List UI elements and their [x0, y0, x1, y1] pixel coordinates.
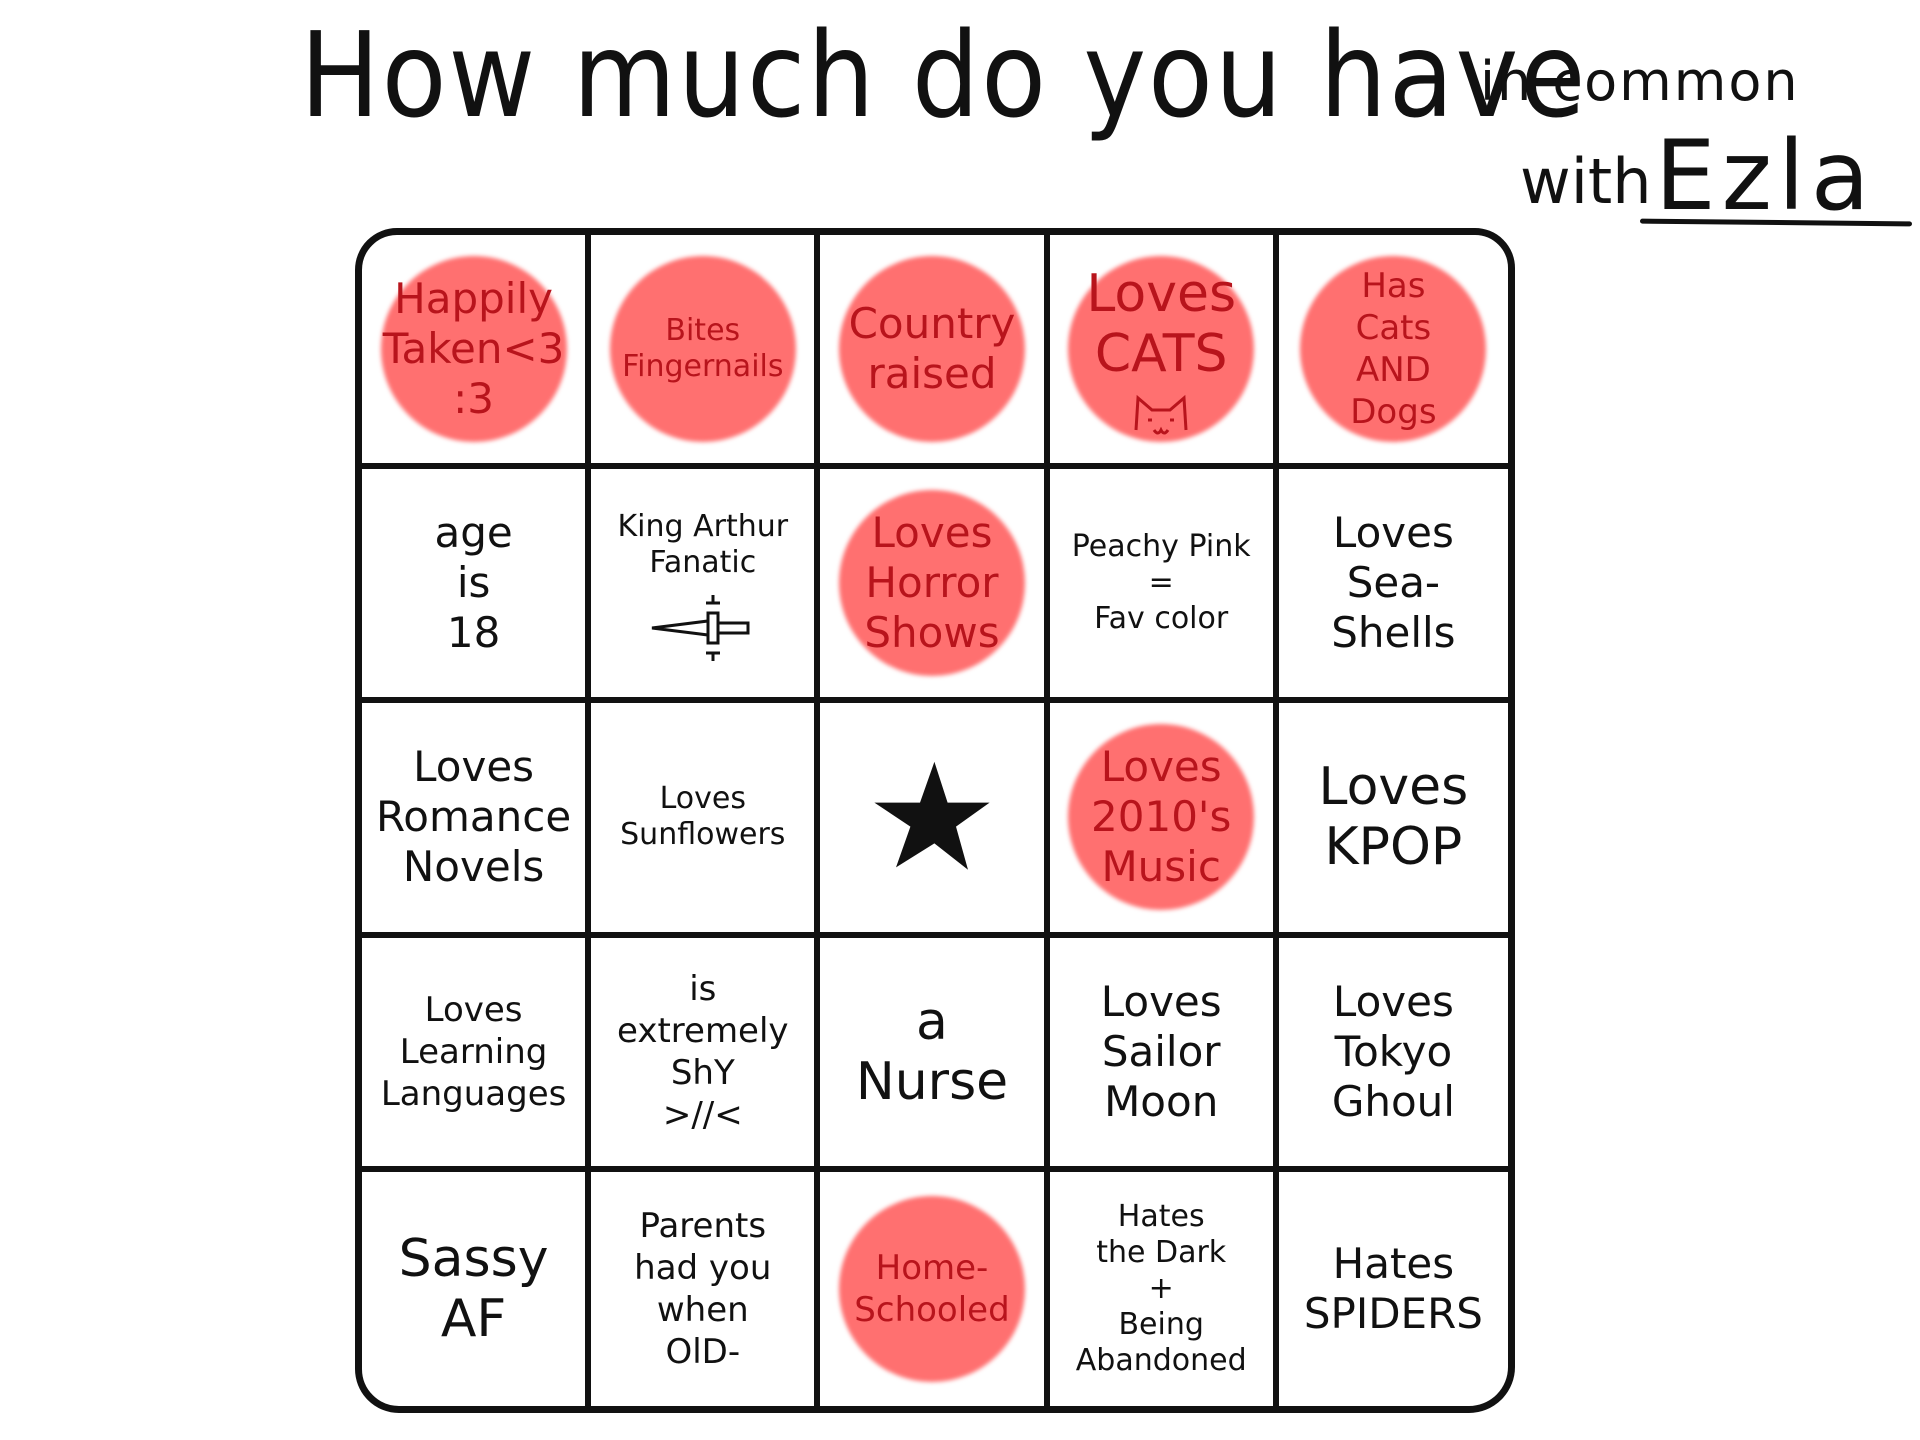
bingo-cell: Loves Romance Novels — [362, 703, 592, 938]
bingo-cell-content: Hates the Dark + Being Abandoned — [1068, 1193, 1255, 1385]
bingo-cell: Hates the Dark + Being Abandoned — [1050, 1171, 1279, 1406]
bingo-cell: Loves CATS — [1049, 235, 1279, 470]
marked-circle — [609, 256, 796, 443]
bingo-cell-label: Loves Romance Novels — [375, 742, 572, 892]
bingo-cell-label: Loves Horror Shows — [864, 508, 1000, 658]
bingo-board: Happily Taken<3 :3 Bites Fingernails Count… — [355, 228, 1515, 1413]
bingo-cell-content: Hates SPIDERS — [1296, 1233, 1491, 1345]
title-with-word: with — [1520, 145, 1652, 218]
bingo-cell: a Nurse — [820, 937, 1050, 1172]
bingo-cell-content: Has Cats AND Dogs — [1342, 259, 1444, 439]
bingo-cell: King Arthur Fanatic — [591, 469, 821, 704]
bingo-cell-content: Loves KPOP — [1311, 751, 1477, 883]
bingo-cell-content: age is 18 — [426, 502, 520, 664]
bingo-cell-label: Hates SPIDERS — [1303, 1238, 1483, 1338]
bingo-cell: Loves Learning Languages — [362, 937, 592, 1172]
bingo-cell-content: Loves CATS — [1078, 258, 1244, 440]
marked-circle — [838, 256, 1025, 443]
bingo-cell-content: Loves Sea- Shells — [1323, 502, 1463, 664]
page-title-suffix: in common — [1480, 50, 1800, 113]
bingo-cell: Country raised — [820, 235, 1050, 470]
bingo-cell-content: Peachy Pink = Fav color — [1064, 523, 1259, 643]
bingo-cell-label: Loves KPOP — [1318, 757, 1469, 878]
bingo-cell: Loves Sea- Shells — [1278, 469, 1508, 704]
bingo-cell-label: Loves 2010's Music — [1091, 742, 1232, 892]
bingo-cell-content: Sassy AF — [391, 1223, 557, 1355]
bingo-cell: Loves Sunflowers — [591, 703, 821, 938]
bingo-cell-content: Happily Taken<3 :3 — [375, 268, 573, 430]
bingo-cell-label: Loves Tokyo Ghoul — [1331, 976, 1455, 1126]
bingo-cell-label: Loves Sea- Shells — [1331, 508, 1456, 658]
marked-circle — [380, 256, 567, 443]
bingo-cell-content: Loves Sunflowers — [612, 775, 793, 859]
marked-circle — [838, 490, 1025, 677]
star-icon — [874, 762, 990, 871]
bingo-cell-content: Loves Horror Shows — [856, 502, 1007, 664]
bingo-cell-content: is extremely ShY >//< — [609, 962, 797, 1142]
bingo-cell: Home- Schooled — [820, 1171, 1050, 1406]
bingo-cell-content: Parents had you when OlD- — [626, 1199, 779, 1379]
bingo-cell: Has Cats AND Dogs — [1278, 235, 1508, 470]
marked-circle — [1068, 724, 1255, 911]
title-with-row: with Ezla — [1520, 120, 1920, 232]
bingo-cell: is extremely ShY >//< — [591, 937, 821, 1172]
bingo-cell: Loves Tokyo Ghoul — [1278, 938, 1508, 1172]
page-title: How much do you have — [300, 6, 1588, 144]
sword-icon — [651, 595, 750, 662]
bingo-cell: Loves Sailor Moon — [1049, 937, 1279, 1172]
cat-face-icon — [1134, 394, 1188, 435]
bingo-cell-free — [820, 703, 1050, 938]
bingo-cell: Loves KPOP — [1278, 703, 1508, 938]
marked-circle — [838, 1195, 1025, 1382]
bingo-cell-label: is extremely ShY >//< — [617, 968, 789, 1135]
bingo-cell-label: Loves CATS — [1086, 264, 1237, 385]
bingo-cell-label: Home- Schooled — [854, 1247, 1010, 1330]
bingo-cell: Parents had you when OlD- — [591, 1171, 821, 1406]
bingo-cell-content: Loves Learning Languages — [373, 983, 575, 1121]
bingo-cell-label: King Arthur Fanatic — [617, 509, 789, 581]
bingo-cell-label: Hates the Dark + Being Abandoned — [1075, 1198, 1247, 1378]
bingo-cell-label: Parents had you when OlD- — [634, 1205, 772, 1372]
bingo-cell-label: Has Cats AND Dogs — [1350, 266, 1437, 433]
bingo-cell-label: Loves Learning Languages — [380, 989, 567, 1114]
bingo-cell-content: Loves Romance Novels — [368, 736, 579, 898]
bingo-cell: Hates SPIDERS — [1279, 1172, 1508, 1406]
bingo-cell-label: a Nurse — [855, 991, 1009, 1112]
bingo-cell-content: Loves Tokyo Ghoul — [1324, 971, 1463, 1133]
bingo-cell: Loves Horror Shows — [820, 469, 1050, 704]
bingo-cell: Loves 2010's Music — [1049, 703, 1279, 938]
bingo-cell-content: Loves 2010's Music — [1083, 736, 1239, 898]
bingo-cell: Sassy AF — [362, 1171, 592, 1406]
bingo-cell-content: Country raised — [841, 293, 1024, 405]
bingo-cell-label: Loves Sailor Moon — [1100, 976, 1222, 1126]
bingo-cell-content: Bites Fingernails — [614, 307, 791, 391]
bingo-cell-label: Country raised — [848, 299, 1016, 399]
bingo-cell-content: Loves Sailor Moon — [1093, 971, 1230, 1133]
marked-circle — [1300, 256, 1487, 443]
bingo-cell-label: Loves Sunflowers — [620, 781, 786, 853]
bingo-cell-content: Home- Schooled — [846, 1241, 1017, 1337]
bingo-cell: age is 18 — [362, 469, 592, 704]
title-name: Ezla — [1655, 120, 1876, 232]
bingo-cell-label: age is 18 — [434, 508, 513, 658]
bingo-cell: Peachy Pink = Fav color — [1049, 469, 1279, 704]
bingo-cell-label: Peachy Pink = Fav color — [1071, 529, 1251, 637]
bingo-cell-content: King Arthur Fanatic — [609, 503, 796, 663]
bingo-cell: Happily Taken<3 :3 — [362, 235, 592, 470]
bingo-cell: Bites Fingernails — [591, 235, 821, 470]
bingo-cell-label: Sassy AF — [398, 1228, 549, 1349]
bingo-cell-content: a Nurse — [848, 986, 1016, 1118]
bingo-cell-label: Happily Taken<3 :3 — [382, 274, 565, 424]
bingo-cell-label: Bites Fingernails — [622, 313, 784, 385]
